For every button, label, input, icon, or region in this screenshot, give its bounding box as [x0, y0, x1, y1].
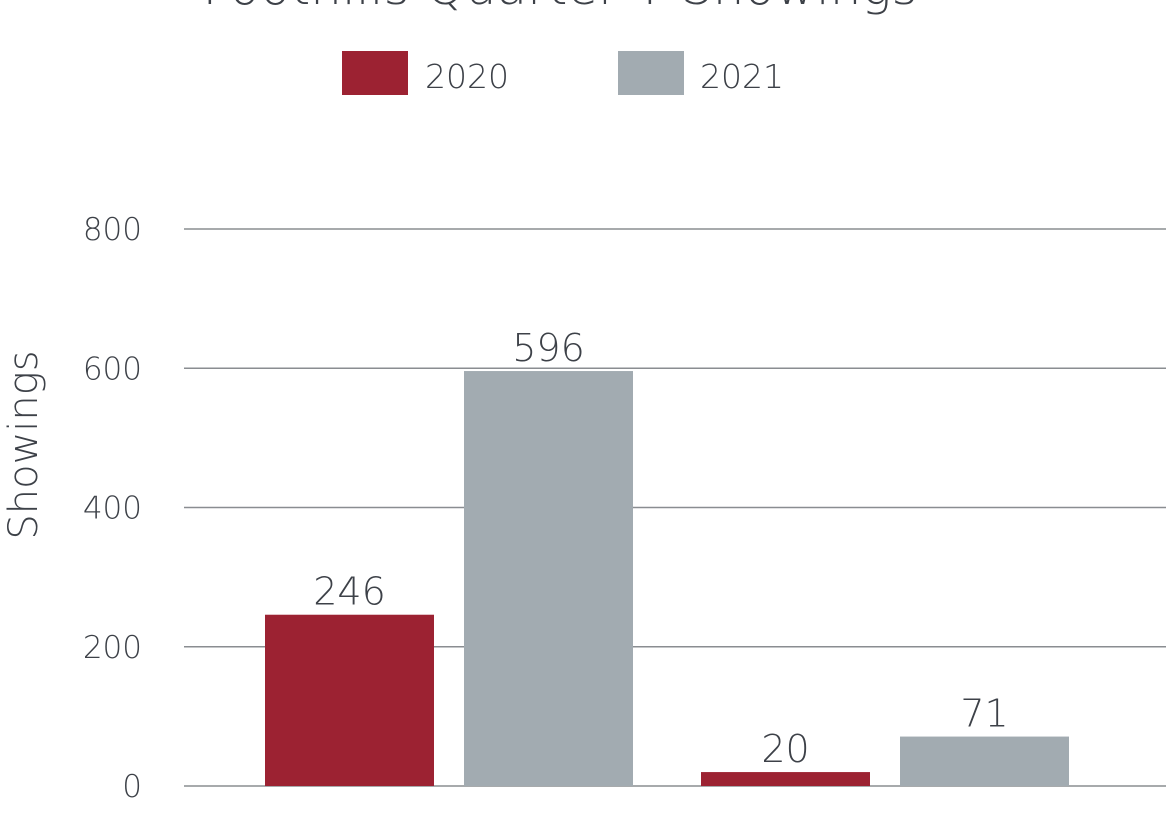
data-label-2021-0: 596 — [512, 326, 585, 370]
data-labels: 246 20 596 71 — [313, 326, 1008, 771]
legend-swatch-2021 — [618, 51, 684, 95]
bar-series — [265, 371, 1069, 786]
y-tick-label-800: 800 — [83, 212, 142, 248]
data-label-2020-0: 246 — [313, 570, 386, 614]
legend: 2020 2021 — [342, 51, 784, 96]
y-tick-label-0: 0 — [122, 769, 142, 805]
bar-2021-0 — [464, 371, 633, 786]
legend-swatch-2020 — [342, 51, 408, 95]
y-axis-title: Showings — [1, 350, 47, 539]
y-tick-label-600: 600 — [83, 351, 142, 387]
data-label-2021-1: 71 — [960, 692, 1008, 736]
bar-2020-1 — [701, 772, 870, 786]
chart-title: Foothills Quarter Y Showings — [202, 0, 917, 16]
legend-label-2021: 2021 — [700, 57, 784, 96]
bar-2021-1 — [900, 736, 1069, 786]
legend-label-2020: 2020 — [425, 57, 509, 96]
bar-2020-0 — [265, 614, 434, 786]
y-axis: 0 200 400 600 800 — [83, 212, 1166, 805]
data-label-2020-1: 20 — [761, 727, 809, 771]
y-tick-label-400: 400 — [83, 491, 142, 527]
y-tick-label-200: 200 — [83, 630, 142, 666]
